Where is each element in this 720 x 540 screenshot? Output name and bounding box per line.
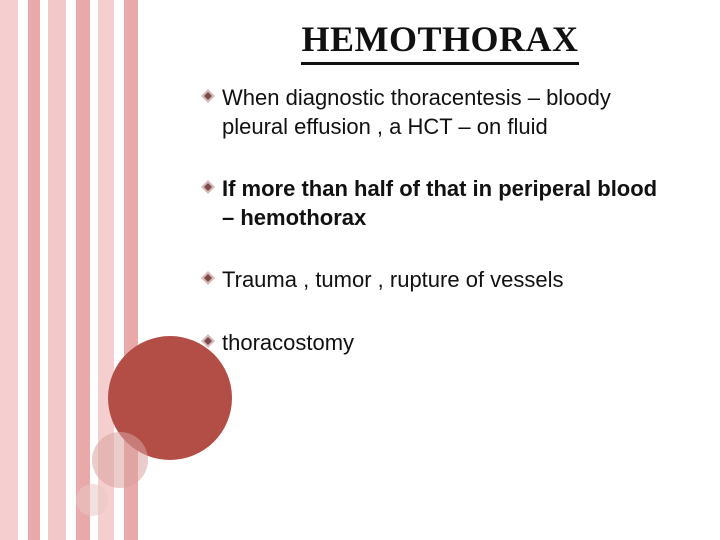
diamond-bullet-icon: [200, 270, 216, 286]
decorative-circle: [76, 484, 108, 516]
list-item: If more than half of that in periperal b…: [200, 175, 660, 232]
list-item: thoracostomy: [200, 329, 660, 358]
list-item-text: When diagnostic thoracentesis – bloody p…: [222, 84, 660, 141]
page-title: HEMOTHORAX: [200, 18, 680, 65]
bullet-list: When diagnostic thoracentesis – bloody p…: [200, 84, 660, 358]
page-title-text: HEMOTHORAX: [301, 18, 578, 65]
diamond-bullet-icon: [200, 179, 216, 195]
list-item: Trauma , tumor , rupture of vessels: [200, 266, 660, 295]
list-item-text: If more than half of that in periperal b…: [222, 175, 660, 232]
list-item-text: Trauma , tumor , rupture of vessels: [222, 266, 660, 295]
decorative-circle: [92, 432, 148, 488]
diamond-bullet-icon: [200, 88, 216, 104]
list-item-text: thoracostomy: [222, 329, 660, 358]
list-item: When diagnostic thoracentesis – bloody p…: [200, 84, 660, 141]
